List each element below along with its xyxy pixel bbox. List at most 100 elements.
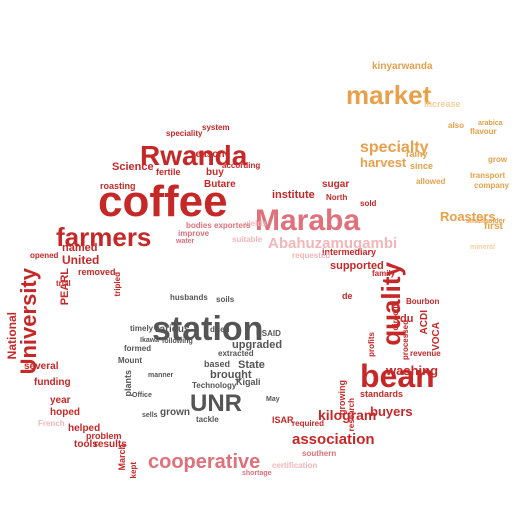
word: Technology [192, 381, 237, 390]
word: upgraded [232, 339, 283, 351]
word: mineral [470, 244, 495, 251]
word: revenue [410, 349, 441, 358]
word: directly [391, 302, 400, 331]
word: ISAR [272, 415, 294, 425]
word: system [202, 123, 230, 132]
word: VOCA [431, 322, 442, 351]
word: requested [292, 251, 331, 260]
word: hoped [50, 407, 80, 418]
word: farmers [56, 222, 152, 252]
word: timely [130, 324, 154, 333]
word: also [448, 121, 465, 130]
word: supported [330, 260, 384, 272]
word: University [16, 268, 41, 375]
word: shortage [242, 470, 272, 477]
word: sugar [322, 179, 350, 190]
word: tackle [196, 415, 219, 424]
word: kilogram [318, 407, 377, 423]
word: buyers [370, 404, 413, 419]
word: formed [124, 344, 152, 353]
word: sold [360, 199, 377, 208]
word: intermediary [322, 247, 377, 257]
word: Roasters [440, 209, 496, 224]
word: du [400, 313, 414, 325]
word: United [62, 253, 100, 267]
word: grown [160, 407, 190, 418]
word: removed [78, 267, 116, 277]
word: French [38, 419, 65, 428]
word: Abahuzamugambi [268, 235, 398, 252]
word: opened [30, 251, 59, 260]
word: family [372, 269, 396, 278]
word: Maraba [255, 204, 361, 237]
word: May [266, 396, 280, 403]
word: fertile [156, 167, 181, 177]
word: station [152, 310, 264, 348]
word: Office [132, 392, 152, 399]
word: association [292, 431, 375, 448]
word: Rwanda [140, 140, 248, 171]
word: year [50, 395, 71, 406]
word: profits [367, 332, 376, 357]
word: harvest [360, 155, 407, 170]
word: State [238, 359, 265, 371]
word: southern [302, 449, 337, 458]
word: transport [470, 171, 506, 180]
word: roasting [100, 181, 136, 191]
word: ACDI [419, 310, 430, 335]
word: since [410, 161, 434, 171]
word: soils [216, 295, 235, 304]
word: coffee [98, 177, 228, 226]
word: trial [56, 279, 71, 288]
word: water [176, 238, 195, 245]
word: dried [210, 325, 230, 334]
word: washing [386, 363, 439, 378]
word: Butare [204, 179, 236, 190]
word: market [346, 80, 432, 110]
word: various [154, 324, 190, 335]
word: exporters [214, 221, 251, 230]
word: institute [272, 189, 315, 201]
word: company [474, 181, 510, 190]
word: according [222, 161, 261, 170]
word: National [5, 312, 19, 360]
word: problem [86, 431, 122, 441]
word: tripled [113, 272, 122, 297]
word: based [204, 359, 231, 369]
word: manner [148, 372, 174, 379]
word: growing [337, 380, 347, 415]
word: rainy [406, 149, 428, 159]
word: Kigali [236, 377, 261, 387]
word: specialty [360, 139, 429, 156]
word: suitable [232, 235, 263, 244]
word: first [484, 221, 503, 232]
word: yields [244, 219, 267, 228]
word: UNR [190, 390, 242, 417]
word: bean [360, 358, 435, 394]
word: arabica [478, 120, 503, 127]
word: Ikawa [140, 337, 160, 344]
word: Science [112, 161, 154, 173]
word: North [326, 193, 348, 202]
word: research [347, 398, 356, 432]
word: several [24, 361, 59, 372]
word: Mount [118, 356, 142, 365]
word: Bourbon [406, 297, 440, 306]
word: named [62, 242, 98, 254]
word: brought [210, 369, 252, 381]
word: tools [74, 439, 98, 450]
word: sells [142, 412, 158, 419]
word: funding [34, 377, 71, 388]
word: results [94, 439, 127, 450]
word: following [162, 338, 193, 345]
word: season [190, 149, 225, 160]
word: flavour [470, 127, 497, 136]
word: bodies [186, 221, 212, 230]
word: buy [206, 167, 224, 178]
word: cooperative [148, 451, 261, 473]
word: March [117, 444, 127, 471]
word: extracted [218, 349, 254, 358]
word: improve [178, 229, 210, 238]
word: processed [401, 320, 410, 361]
